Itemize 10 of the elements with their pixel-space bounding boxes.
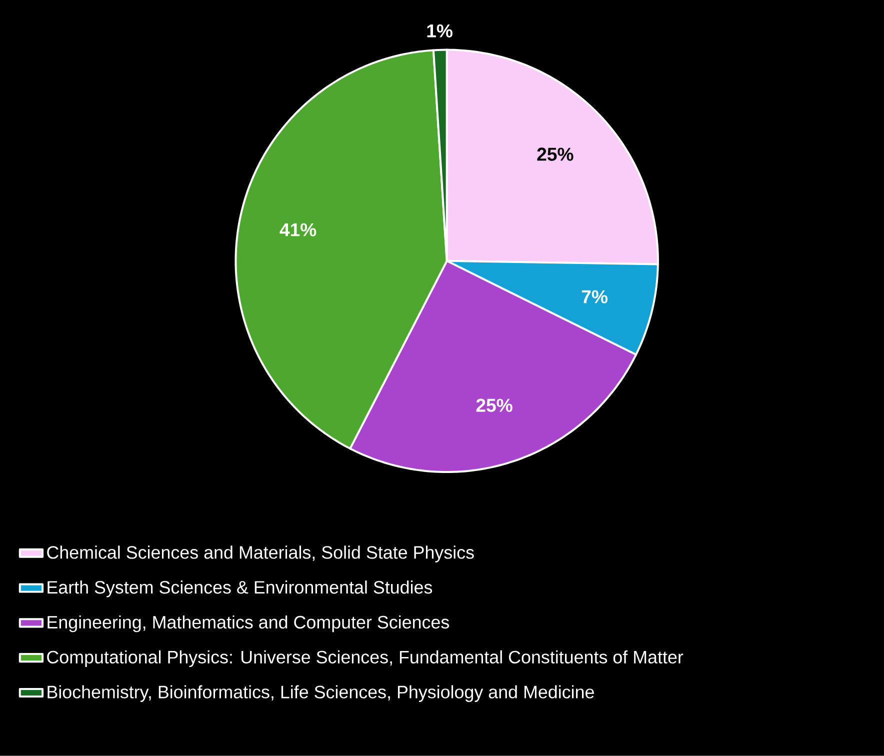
legend-label: Biochemistry, Bioinformatics, Life Sciences, Physiology and Medicine	[48, 685, 594, 702]
data-label: 7%	[582, 290, 608, 304]
data-label: 25%	[476, 398, 512, 412]
legend-label: Engineering, Mathematics and Computer Sciences	[48, 616, 450, 632]
data-label: 25%	[537, 148, 574, 161]
legend-label: Chemical Sciences and Materials, Solid State Physics	[47, 546, 474, 562]
legend-label: Computational Physics: Universe Sciences, Fundamental Constituents of Matter	[47, 650, 684, 668]
legend-label: Earth System Sciences & Environmental Studies	[48, 580, 432, 598]
data-label: 1%	[427, 24, 452, 38]
data-label: 41%	[280, 223, 316, 236]
